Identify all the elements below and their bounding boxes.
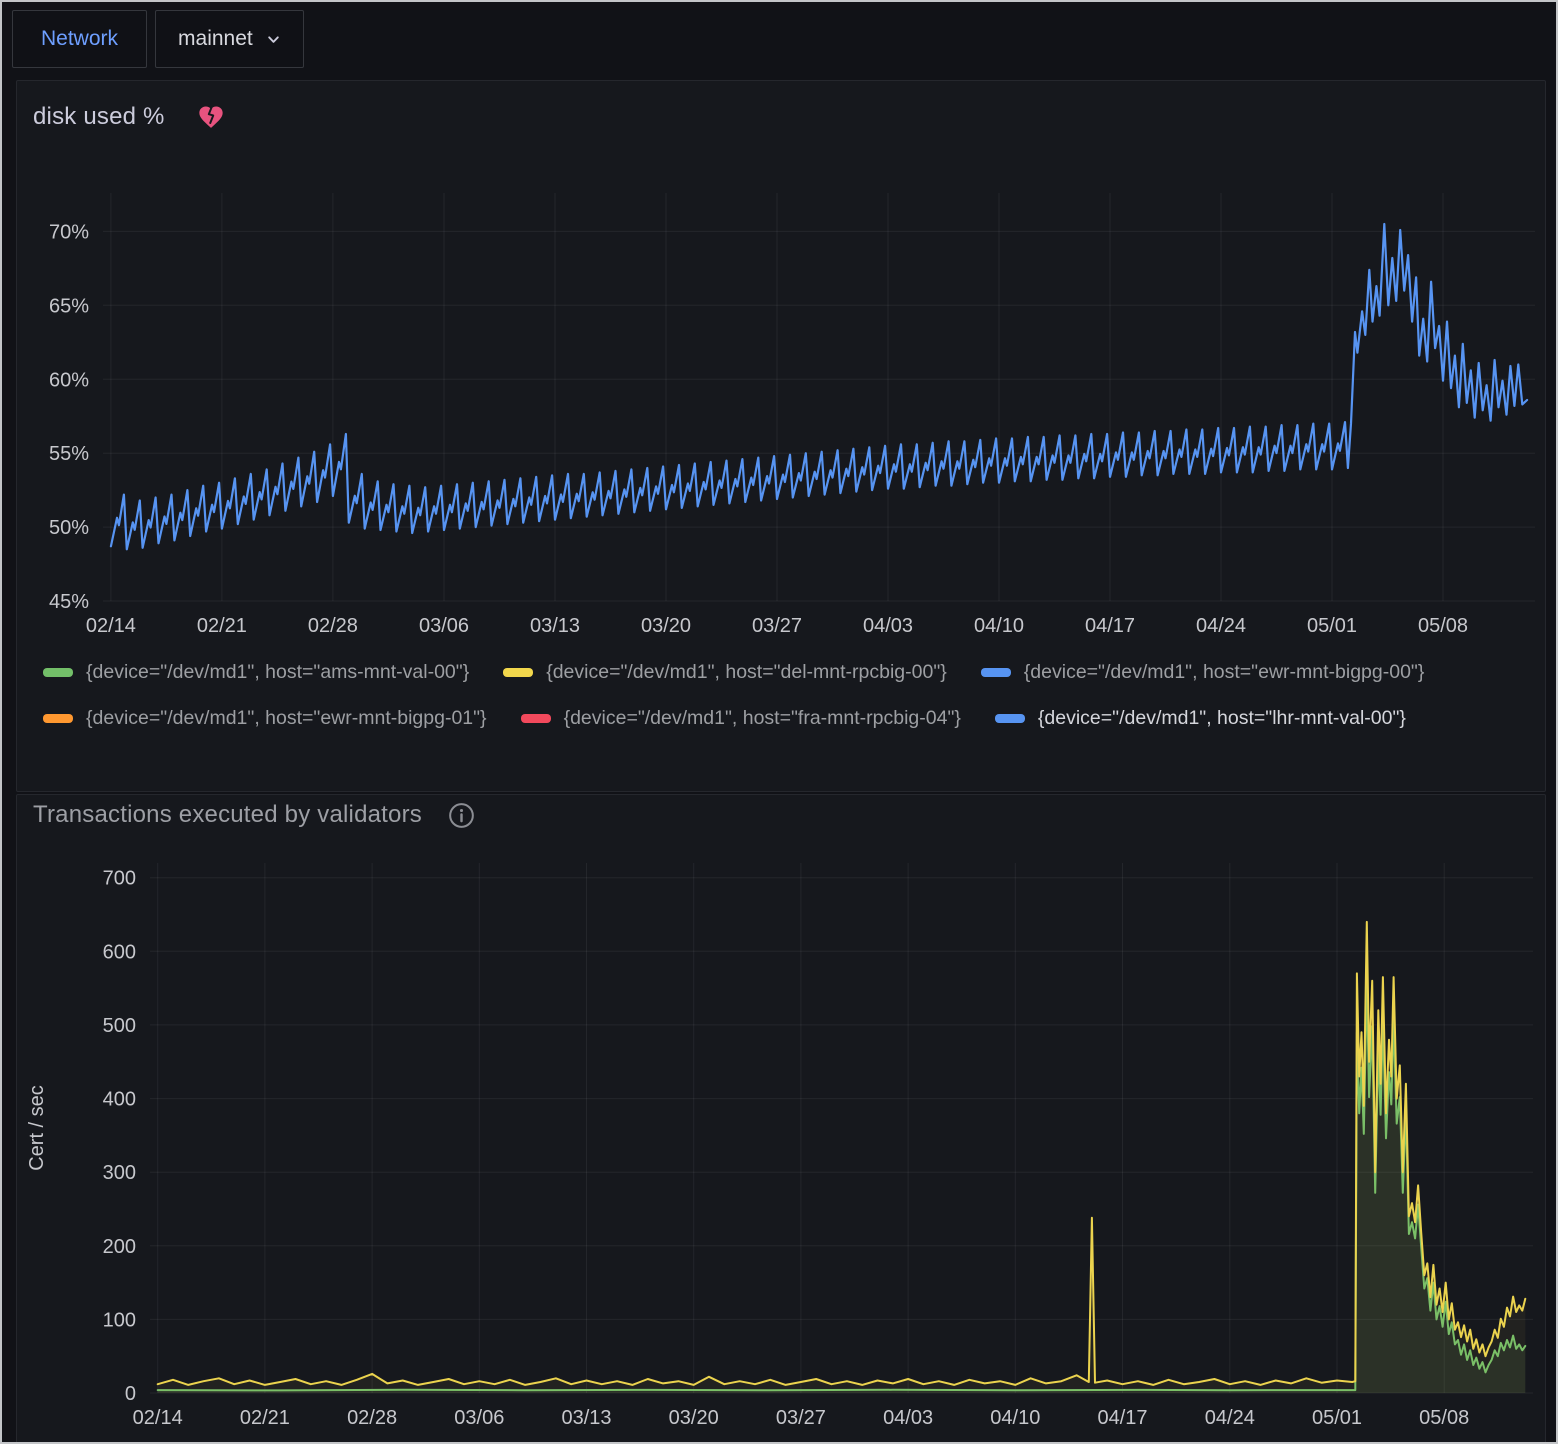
svg-text:03/27: 03/27 [776, 1407, 826, 1429]
svg-text:200: 200 [103, 1236, 136, 1258]
network-variable-label-text: Network [41, 27, 119, 50]
transactions-panel-title: Transactions executed by validators [33, 801, 422, 828]
broken-heart-alert-icon [197, 103, 225, 131]
network-variable-label: Network [12, 10, 148, 68]
svg-text:04/24: 04/24 [1205, 1407, 1255, 1429]
legend-swatch [980, 667, 1011, 677]
svg-text:04/10: 04/10 [974, 615, 1024, 637]
svg-text:02/28: 02/28 [347, 1407, 397, 1429]
legend-label: {device="/dev/md1", host="fra-mnt-rpcbig… [563, 706, 961, 729]
network-variable-value: mainnet [178, 27, 253, 50]
svg-text:50%: 50% [49, 517, 89, 539]
disk-used-chart[interactable]: 45% 50% 55% 60% 65% 70% 02/14 02/21 02/28 03/06 03… [17, 81, 1547, 643]
svg-text:04/10: 04/10 [990, 1407, 1040, 1429]
svg-text:02/21: 02/21 [197, 615, 247, 637]
disk-used-panel: disk used % 45% 50% 55% 60% 65% 70% 02/14 02/21… [16, 80, 1546, 792]
svg-text:03/13: 03/13 [530, 615, 580, 637]
legend-item[interactable]: {device="/dev/md1", host="ewr-mnt-bigpg-… [43, 703, 487, 733]
svg-text:Cert / sec: Cert / sec [26, 1085, 48, 1171]
svg-text:04/17: 04/17 [1085, 615, 1135, 637]
legend-label: {device="/dev/md1", host="ewr-mnt-bigpg-… [86, 706, 487, 729]
transactions-panel: Transactions executed by validators 0 100… [16, 794, 1547, 1443]
legend-label: {device="/dev/md1", host="ams-mnt-val-00… [86, 660, 470, 683]
svg-text:500: 500 [103, 1015, 136, 1037]
svg-text:03/06: 03/06 [419, 615, 469, 637]
legend-item[interactable]: {device="/dev/md1", host="ewr-mnt-bigpg-… [980, 657, 1425, 687]
svg-text:04/17: 04/17 [1097, 1407, 1147, 1429]
svg-text:60%: 60% [49, 369, 89, 391]
svg-text:600: 600 [103, 941, 136, 963]
svg-text:05/08: 05/08 [1419, 1407, 1469, 1429]
svg-text:03/27: 03/27 [752, 615, 802, 637]
disk-used-legend: {device="/dev/md1", host="ams-mnt-val-00… [43, 653, 1525, 733]
legend-label: {device="/dev/md1", host="del-mnt-rpcbig… [546, 660, 947, 683]
legend-item[interactable]: {device="/dev/md1", host="ams-mnt-val-00… [43, 657, 469, 687]
legend-swatch [43, 713, 73, 723]
svg-text:02/14: 02/14 [86, 615, 136, 637]
svg-text:02/14: 02/14 [133, 1407, 183, 1429]
legend-swatch [994, 713, 1025, 723]
svg-text:0: 0 [125, 1383, 136, 1405]
legend-label: {device="/dev/md1", host="ewr-mnt-bigpg-… [1023, 660, 1425, 683]
svg-text:02/28: 02/28 [308, 615, 358, 637]
legend-label: {device="/dev/md1", host="lhr-mnt-val-00… [1037, 706, 1406, 729]
svg-text:04/03: 04/03 [863, 615, 913, 637]
svg-text:100: 100 [103, 1309, 136, 1331]
legend-item[interactable]: {device="/dev/md1", host="del-mnt-rpcbig… [503, 657, 947, 687]
dashboard-variables-bar: Network mainnet [12, 10, 304, 68]
legend-swatch [520, 713, 551, 723]
svg-text:300: 300 [103, 1162, 136, 1184]
svg-text:70%: 70% [49, 221, 89, 243]
svg-text:03/06: 03/06 [454, 1407, 504, 1429]
svg-text:03/20: 03/20 [669, 1407, 719, 1429]
svg-text:05/08: 05/08 [1418, 615, 1468, 637]
svg-text:03/13: 03/13 [561, 1407, 611, 1429]
svg-text:03/20: 03/20 [641, 615, 691, 637]
svg-text:04/03: 04/03 [883, 1407, 933, 1429]
network-variable-dropdown[interactable]: mainnet [155, 10, 304, 68]
svg-text:400: 400 [103, 1089, 136, 1111]
svg-text:55%: 55% [49, 443, 89, 465]
svg-text:45%: 45% [49, 591, 89, 613]
svg-text:65%: 65% [49, 295, 89, 317]
svg-text:700: 700 [103, 868, 136, 890]
legend-swatch [503, 667, 534, 677]
disk-used-panel-header[interactable]: disk used % [33, 103, 225, 131]
svg-text:04/24: 04/24 [1196, 615, 1246, 637]
chevron-down-icon [266, 32, 281, 47]
svg-text:02/21: 02/21 [240, 1407, 290, 1429]
legend-item[interactable]: {device="/dev/md1", host="lhr-mnt-val-00… [994, 703, 1406, 733]
legend-swatch [43, 667, 73, 677]
legend-item[interactable]: {device="/dev/md1", host="fra-mnt-rpcbig… [520, 703, 961, 733]
transactions-panel-header[interactable]: Transactions executed by validators [33, 801, 475, 829]
disk-used-panel-title: disk used % [33, 103, 165, 130]
info-circle-icon[interactable] [448, 802, 475, 829]
svg-text:05/01: 05/01 [1312, 1407, 1362, 1429]
svg-text:05/01: 05/01 [1307, 615, 1357, 637]
transactions-chart[interactable]: 0 100 200 300 400 500 600 700 02/14 02/21 02/28 03/… [17, 833, 1547, 1443]
